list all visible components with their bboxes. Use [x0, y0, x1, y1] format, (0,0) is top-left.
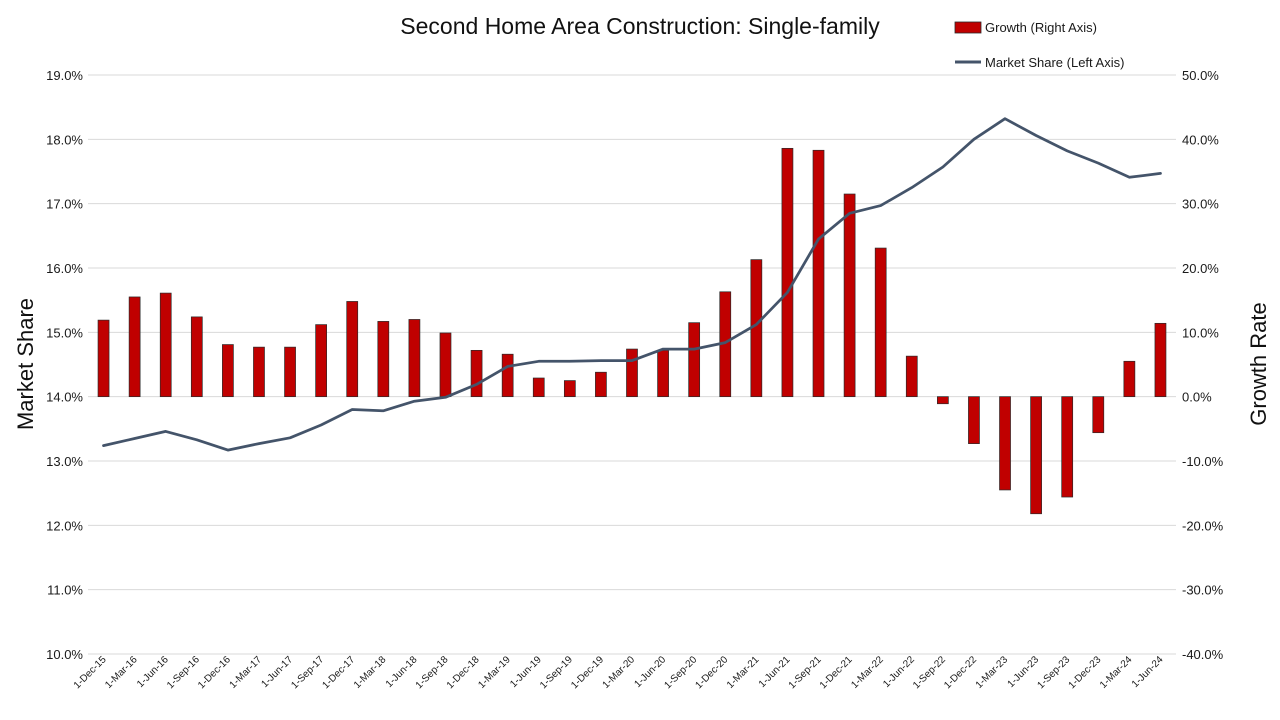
- growth-bar: [222, 344, 234, 398]
- x-tick-label: 1-Mar-16: [103, 654, 140, 691]
- growth-bar: [470, 349, 483, 398]
- growth-bar: [501, 353, 514, 398]
- legend: Growth (Right Axis) Market Share (Left A…: [954, 20, 1124, 70]
- left-tick-label: 17.0%: [46, 197, 83, 212]
- growth-bar: [532, 377, 545, 398]
- growth-bar: [346, 301, 359, 398]
- growth-bar: [999, 396, 1011, 491]
- growth-bar: [688, 322, 701, 398]
- left-tick-label: 16.0%: [46, 261, 83, 276]
- growth-bar: [905, 355, 918, 398]
- right-axis-title: Growth Rate: [1246, 302, 1271, 426]
- growth-bar: [190, 316, 203, 398]
- x-tick-label: 1-Dec-20: [694, 654, 731, 691]
- left-axis-title: Market Share: [13, 298, 38, 430]
- growth-bar: [284, 346, 296, 398]
- growth-bar: [595, 371, 607, 398]
- x-tick-label: 1-Sep-16: [165, 654, 202, 691]
- left-tick-label: 12.0%: [46, 518, 83, 533]
- x-tick-label: 1-Dec-18: [445, 654, 482, 691]
- x-tick-label: 1-Mar-20: [601, 654, 638, 691]
- growth-bar: [843, 193, 856, 398]
- x-tick-label: 1-Dec-23: [1067, 654, 1104, 691]
- growth-bar: [439, 332, 452, 398]
- x-tick-label: 1-Sep-17: [289, 654, 326, 691]
- x-tick-label: 1-Dec-16: [196, 654, 233, 691]
- x-tick-label: 1-Sep-20: [662, 654, 699, 691]
- x-tick-label: 1-Sep-19: [538, 654, 575, 691]
- growth-bar: [315, 324, 327, 398]
- x-tick-label: 1-Sep-21: [787, 654, 824, 691]
- right-tick-label: -40.0%: [1182, 647, 1224, 662]
- market-share-line: [102, 117, 1162, 452]
- left-axis-ticks: 10.0% 11.0% 12.0% 13.0% 14.0% 15.0% 16.0% 17.0%…: [46, 68, 83, 662]
- growth-bar: [657, 349, 669, 398]
- left-tick-label: 10.0%: [46, 647, 83, 662]
- chart-title: Second Home Area Construction: Single-fa…: [400, 13, 880, 39]
- legend-label-growth: Growth (Right Axis): [985, 20, 1097, 35]
- growth-bar: [128, 296, 141, 398]
- left-tick-label: 13.0%: [46, 454, 83, 469]
- x-tick-label: 1-Dec-17: [320, 654, 357, 691]
- right-tick-label: 10.0%: [1182, 325, 1219, 340]
- growth-bar: [626, 348, 638, 398]
- right-tick-label: 20.0%: [1182, 261, 1219, 276]
- x-tick-label: 1-Mar-22: [849, 654, 886, 691]
- right-tick-label: -10.0%: [1182, 454, 1224, 469]
- left-tick-label: 14.0%: [46, 390, 83, 405]
- growth-bar: [812, 149, 825, 398]
- left-tick-label: 11.0%: [47, 583, 83, 598]
- growth-bar: [408, 319, 421, 398]
- x-tick-label: 1-Mar-17: [228, 654, 265, 691]
- growth-bar: [968, 396, 980, 444]
- x-tick-label: 1-Mar-23: [974, 654, 1011, 691]
- growth-bar: [937, 396, 949, 405]
- legend-label-market-share: Market Share (Left Axis): [985, 55, 1124, 70]
- left-tick-label: 15.0%: [46, 325, 83, 340]
- right-tick-label: -30.0%: [1182, 583, 1224, 598]
- x-tick-label: 1-Dec-21: [818, 654, 855, 691]
- x-tick-label: 1-Sep-18: [414, 654, 451, 691]
- right-tick-label: -20.0%: [1182, 518, 1224, 533]
- growth-bar: [1154, 322, 1167, 398]
- right-axis-ticks: -40.0% -30.0% -20.0% -10.0% 0.0% 10.0% 20.0% 30…: [1182, 68, 1224, 662]
- growth-bar: [97, 319, 110, 398]
- x-tick-label: 1-Sep-23: [1035, 654, 1072, 691]
- x-tick-label: 1-Dec-19: [569, 654, 606, 691]
- x-tick-label: 1-Dec-22: [942, 654, 979, 691]
- growth-bars: [97, 147, 1167, 515]
- growth-bar: [874, 247, 887, 398]
- growth-bar: [1030, 396, 1042, 515]
- left-tick-label: 18.0%: [46, 132, 83, 147]
- x-tick-label: 1-Mar-18: [352, 654, 389, 691]
- x-tick-label: 1-Mar-24: [1098, 654, 1135, 691]
- x-tick-label: 1-Mar-21: [725, 654, 762, 691]
- x-tick-label: 1-Sep-22: [911, 654, 948, 691]
- growth-bar: [1061, 396, 1074, 498]
- growth-bar: [159, 292, 172, 398]
- growth-bar: [377, 321, 390, 398]
- right-tick-label: 50.0%: [1182, 68, 1219, 83]
- market-share-line-layer: [102, 117, 1162, 452]
- right-tick-label: 0.0%: [1182, 390, 1212, 405]
- growth-bar: [1123, 360, 1136, 398]
- x-tick-label: 1-Mar-19: [476, 654, 513, 691]
- x-tick-label: 1-Jun-24: [1130, 654, 1166, 690]
- x-axis-ticks: 1-Dec-151-Mar-161-Jun-161-Sep-161-Dec-16…: [72, 654, 1166, 691]
- legend-swatch-growth: [954, 21, 982, 34]
- growth-bar: [563, 380, 576, 398]
- right-tick-label: 40.0%: [1182, 132, 1219, 147]
- growth-bar: [781, 147, 794, 398]
- growth-bar: [1092, 396, 1105, 434]
- growth-bar: [253, 346, 265, 398]
- left-tick-label: 19.0%: [46, 68, 83, 83]
- right-tick-label: 30.0%: [1182, 197, 1219, 212]
